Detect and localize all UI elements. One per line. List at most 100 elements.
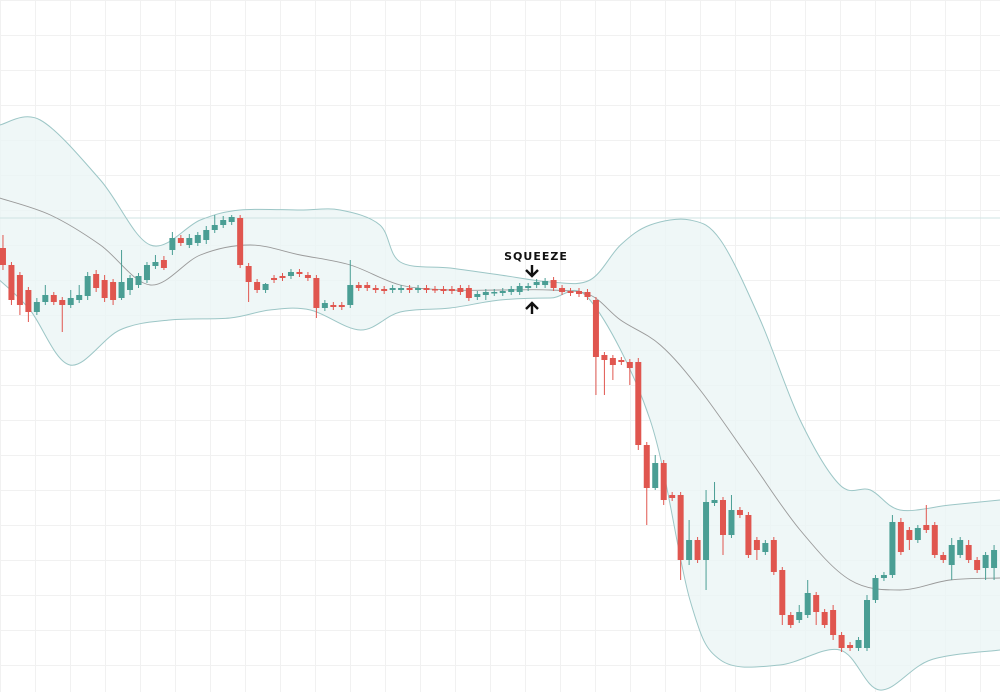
candle-body	[745, 515, 752, 555]
candle-body	[398, 288, 405, 290]
candle-body	[169, 238, 176, 250]
candle-body	[660, 463, 667, 500]
candle-body	[203, 230, 210, 240]
candle-body	[406, 288, 413, 290]
candle-body	[872, 578, 879, 600]
candle-body	[677, 495, 684, 560]
candle-body	[127, 278, 134, 290]
candle-body	[914, 528, 921, 540]
candle-body	[974, 560, 981, 570]
candle-body	[965, 545, 972, 560]
bollinger-bands	[0, 116, 1000, 691]
candle-body	[330, 305, 337, 307]
candle-body	[304, 275, 311, 278]
candle-body	[838, 635, 845, 648]
band-lower	[0, 279, 1000, 691]
candle-body	[694, 540, 701, 560]
candle-body	[770, 540, 777, 572]
candle-body	[423, 288, 430, 290]
candle-body	[135, 276, 142, 285]
candle-body	[940, 555, 947, 560]
candle-body	[143, 265, 150, 280]
candle-body	[728, 510, 735, 535]
candle-body	[897, 522, 904, 552]
candle-body	[8, 265, 15, 300]
candle-body	[813, 595, 820, 612]
candle-body	[609, 358, 616, 365]
candle-body	[228, 217, 235, 222]
candle-body	[457, 288, 464, 292]
candle-body	[347, 285, 354, 305]
candle-body	[474, 294, 481, 297]
candle-body	[830, 610, 837, 635]
band-area	[0, 116, 1000, 691]
candle-body	[575, 291, 582, 294]
candle-body	[821, 612, 828, 625]
arrow-down	[525, 265, 539, 278]
candle-body	[525, 286, 532, 288]
candle-body	[465, 288, 472, 298]
candle-body	[686, 540, 693, 560]
candle-body	[804, 593, 811, 615]
candle-body	[381, 289, 388, 291]
candle-body	[508, 289, 515, 292]
candle-body	[482, 292, 489, 295]
candle-body	[516, 286, 523, 292]
candle-body	[186, 238, 193, 245]
candle-body	[652, 463, 659, 488]
candle-body	[948, 545, 955, 565]
candle-body	[550, 280, 557, 288]
candle-body	[101, 280, 108, 298]
annotation: SQUEEZE	[504, 250, 568, 314]
band-middle	[0, 197, 1000, 591]
candle-body	[211, 225, 218, 230]
candle-body	[194, 235, 201, 243]
candle-body	[448, 289, 455, 291]
candle-body	[669, 495, 676, 498]
candle-body	[220, 220, 227, 225]
candle-body	[982, 555, 989, 568]
candle-body	[42, 295, 49, 302]
candle-body	[635, 362, 642, 445]
candle-body	[364, 285, 371, 288]
candle-body	[76, 295, 83, 300]
candle-body	[542, 281, 549, 285]
candle-body	[50, 295, 57, 302]
candle-body	[957, 540, 964, 555]
candle-body	[431, 289, 438, 291]
candle-body	[703, 502, 710, 560]
candle-body	[923, 525, 930, 530]
candle-body	[889, 522, 896, 575]
candle-body	[118, 282, 125, 298]
candle-body	[991, 550, 998, 568]
candle-body	[584, 292, 591, 297]
candle-body	[847, 645, 854, 648]
candle-body	[567, 291, 574, 293]
candle-body	[287, 272, 294, 276]
candle-body	[33, 302, 40, 312]
candle-body	[559, 288, 566, 292]
candle-body	[762, 543, 769, 552]
candle-body	[59, 300, 66, 305]
candle-body	[372, 288, 379, 290]
annotation-text: SQUEEZE	[504, 250, 568, 263]
candle-body	[160, 260, 167, 268]
band-upper	[0, 116, 1000, 512]
candle-body	[499, 291, 506, 293]
candle-body	[711, 500, 718, 503]
candle-body	[355, 285, 362, 288]
candle-body	[110, 282, 117, 300]
candle-body	[271, 278, 278, 280]
candle-body	[736, 510, 743, 515]
candles	[0, 215, 998, 652]
candle-body	[753, 540, 760, 550]
candle-body	[152, 262, 159, 266]
candle-body	[931, 525, 938, 555]
candle-body	[237, 218, 244, 265]
candle-body	[533, 282, 540, 285]
candle-body	[491, 292, 498, 294]
candle-body	[296, 272, 303, 274]
candle-body	[880, 575, 887, 578]
